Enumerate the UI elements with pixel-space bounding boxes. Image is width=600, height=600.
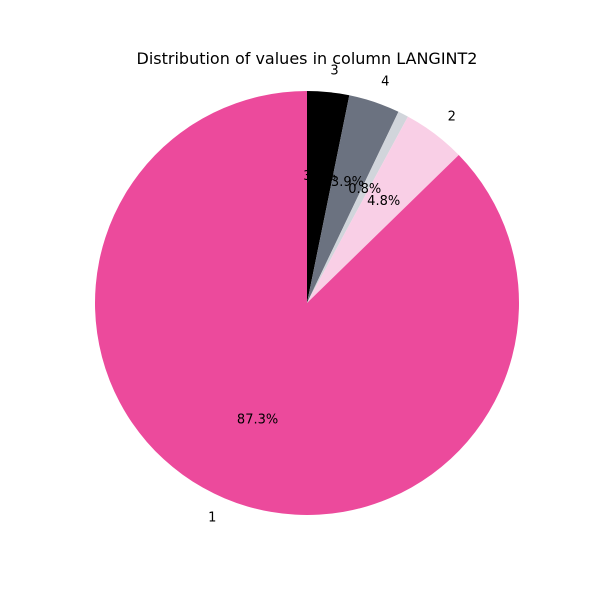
slice-percent-3: 3.2%	[303, 169, 336, 184]
pie-slice-unlabeled-2	[307, 111, 408, 303]
pie-slice-1	[94, 91, 519, 515]
pie-labels: 3 3.2% 4 3.9%0.8% 2 4.8% 1 87.3%	[208, 63, 456, 525]
slice-percent-2: 4.8%	[367, 194, 400, 209]
slice-percent-unlabeled-2: 0.8%	[348, 182, 381, 197]
slice-label-1: 1	[208, 510, 216, 525]
pie-slice-3	[307, 91, 350, 303]
slice-label-3: 3	[330, 63, 338, 78]
slice-label-2: 2	[448, 109, 456, 124]
pie-slices	[94, 91, 519, 515]
slice-percent-4: 3.9%	[331, 175, 364, 190]
slice-label-4: 4	[381, 74, 389, 89]
pie-slice-4	[307, 95, 399, 304]
chart-title: Distribution of values in column LANGINT…	[137, 49, 478, 68]
pie-slice-2	[307, 116, 459, 303]
slice-percent-1: 87.3%	[237, 413, 278, 428]
